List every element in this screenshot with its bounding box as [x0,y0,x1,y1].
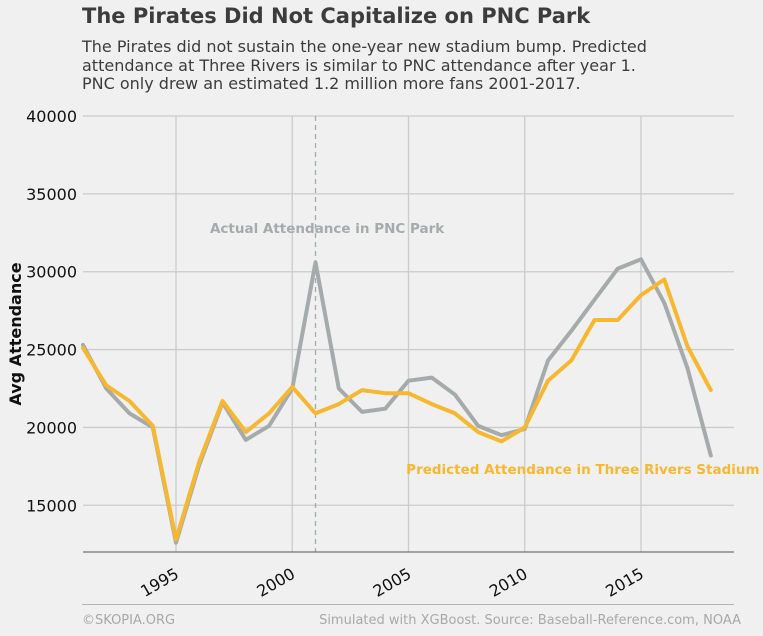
subtitle-line-1: The Pirates did not sustain the one-year… [82,37,647,56]
actual-attendance-line [81,257,713,545]
chart-title: The Pirates Did Not Capitalize on PNC Pa… [82,4,591,28]
x-tick-label: 2015 [602,564,647,601]
annotations: Actual Attendance in PNC Park Predicted A… [210,221,760,478]
y-tick-label: 15000 [26,496,77,515]
grid-lines [83,115,734,552]
footer-brand: ©SKOPIA.ORG [82,613,176,628]
y-axis-label: Avg Attendance [6,262,25,405]
y-tick-label: 25000 [26,341,77,360]
axes: 15000 20000 25000 30000 35000 40000 1995 2000 20… [6,107,734,601]
predicted-attendance-line [81,277,713,542]
y-tick-label: 20000 [26,418,77,437]
y-tick-label: 35000 [26,185,77,204]
subtitle-line-2: attendance at Three Rivers is similar to… [82,55,636,75]
subtitle-line-3: PNC only drew an estimated 1.2 million m… [82,74,581,93]
x-tick-label: 2000 [253,564,298,601]
x-tick-label: 2005 [370,564,415,601]
predicted-annotation: Predicted Attendance in Three Rivers Sta… [406,462,759,478]
series-lines [81,257,713,545]
y-tick-label: 30000 [26,263,77,282]
footer-source: Simulated with XGBoost. Source: Baseball… [319,613,741,628]
x-tick-label: 1995 [137,564,182,601]
footer-divider [82,604,734,605]
x-tick-label: 2010 [486,564,531,601]
actual-annotation: Actual Attendance in PNC Park [210,221,445,237]
y-tick-label: 40000 [26,107,77,126]
chart-subtitle: The Pirates did not sustain the one-year… [82,37,752,94]
